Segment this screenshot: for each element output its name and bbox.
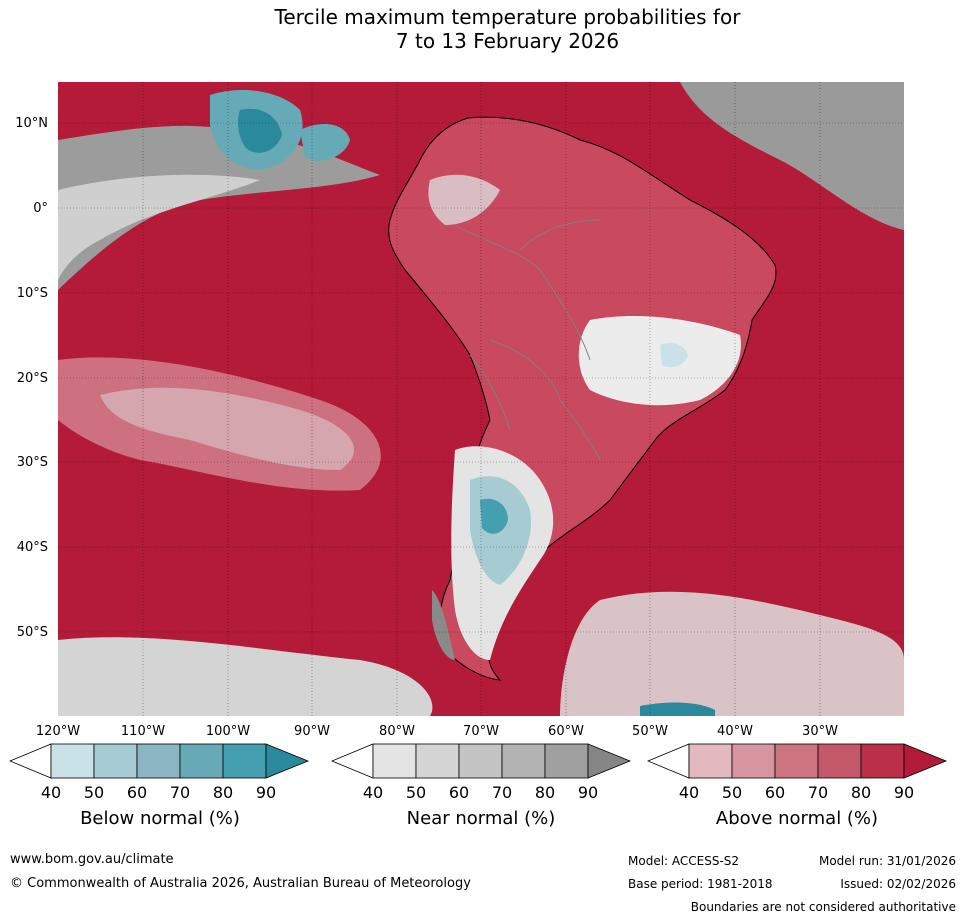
colorbar-tick-label: 70 [491, 783, 513, 802]
colorbar-tick-label: 50 [83, 783, 105, 802]
colorbar-segment [774, 743, 819, 779]
below-normal-region-southern-pacific-edge [640, 702, 715, 716]
colorbar-max-extension [265, 743, 310, 779]
near-normal-colorbar [330, 743, 632, 779]
map-title-line-2: 7 to 13 February 2026 [395, 29, 620, 53]
lat-label-20s: 20°S [16, 371, 48, 386]
model-run-label: Model run: 31/01/2026 [818, 854, 956, 868]
colorbar-segment [222, 743, 267, 779]
country-boundaries [454, 219, 601, 461]
lon-label-50w: 50°W [632, 724, 668, 739]
lat-label-40s: 40°S [16, 540, 48, 555]
probability-map [58, 82, 904, 716]
below-normal-colorbar [8, 743, 310, 779]
land-near-normal-region-chile-south [432, 590, 455, 660]
colorbar-tick-label: 90 [893, 783, 915, 802]
land-near-normal-region-brazil [578, 315, 741, 406]
colorbar-segment [544, 743, 589, 779]
colorbar-tick-label: 70 [807, 783, 829, 802]
colorbar-min-extension [330, 743, 374, 779]
colorbar-tick-label: 60 [448, 783, 470, 802]
lon-label-120w: 120°W [35, 724, 81, 739]
lat-label-10s: 10°S [16, 286, 48, 301]
map-title-line-1: Tercile maximum temperature probabilitie… [274, 5, 741, 29]
land-below-normal-region-patagonia-core [480, 498, 508, 534]
issued-label: Issued: 02/02/2026 [840, 877, 956, 891]
colorbar-tick-label: 40 [40, 783, 62, 802]
colorbar-segment [93, 743, 138, 779]
land-near-normal-region-northern [428, 174, 500, 225]
near-normal-region-eastern-pacific [58, 125, 380, 290]
colorbar-segment [860, 743, 905, 779]
lon-label-40w: 40°W [717, 724, 753, 739]
colorbar-max-extension [903, 743, 948, 779]
lon-label-70w: 70°W [463, 724, 499, 739]
near-normal-region-north-atlantic [680, 82, 904, 230]
colorbar-segment [372, 743, 417, 779]
below-normal-legend-title: Below normal (%) [80, 808, 240, 829]
colorbar-tick-label: 90 [255, 783, 277, 802]
near-normal-region-south-pacific [58, 637, 433, 716]
colorbar-tick-label: 90 [577, 783, 599, 802]
colorbar-tick-label: 80 [534, 783, 556, 802]
land-below-normal-region-brazil [660, 343, 688, 368]
colorbar-min-extension [646, 743, 690, 779]
colorbar-segment [415, 743, 460, 779]
lon-label-30w: 30°W [802, 724, 838, 739]
lon-label-60w: 60°W [548, 724, 584, 739]
lon-label-90w: 90°W [294, 724, 330, 739]
copyright-notice: © Commonwealth of Australia 2026, Austra… [10, 876, 471, 891]
lon-label-80w: 80°W [379, 724, 415, 739]
colorbar-tick-label: 70 [169, 783, 191, 802]
colorbar-tick-label: 80 [850, 783, 872, 802]
colorbar-segment [458, 743, 503, 779]
colorbar-segment [136, 743, 181, 779]
near-normal-region-south-atlantic [560, 591, 904, 716]
lat-label-0: 0° [33, 201, 48, 216]
colorbar-tick-label: 50 [405, 783, 427, 802]
colorbar-segment [731, 743, 776, 779]
colorbar-segment [817, 743, 862, 779]
colorbar-min-extension [8, 743, 52, 779]
colorbar-segment [688, 743, 733, 779]
colorbar-segment [501, 743, 546, 779]
near-normal-region-grey-light [58, 174, 260, 280]
lat-label-30s: 30°S [16, 455, 48, 470]
colorbar-tick-label: 80 [212, 783, 234, 802]
below-normal-region-caribbean [300, 124, 350, 161]
colorbar-tick-label: 60 [764, 783, 786, 802]
base-period-label: Base period: 1981-2018 [628, 877, 773, 891]
below-normal-region-central-america-core [238, 108, 282, 153]
website-link[interactable]: www.bom.gov.au/climate [10, 852, 174, 867]
lon-label-110w: 110°W [120, 724, 166, 739]
near-normal-legend-title: Near normal (%) [406, 808, 556, 829]
lat-label-50s: 50°S [16, 625, 48, 640]
near-normal-region-pacific-pink [58, 357, 381, 491]
graticule [58, 82, 904, 716]
colorbar-tick-label: 60 [126, 783, 148, 802]
colorbar-max-extension [587, 743, 632, 779]
colorbar-segment [179, 743, 224, 779]
lon-label-100w: 100°W [205, 724, 251, 739]
model-label: Model: ACCESS-S2 [628, 854, 740, 868]
colorbar-tick-label: 50 [721, 783, 743, 802]
colorbar-tick-label: 40 [362, 783, 384, 802]
above-normal-colorbar [646, 743, 948, 779]
above-normal-legend-title: Above normal (%) [715, 808, 879, 829]
colorbar-tick-label: 40 [678, 783, 700, 802]
lat-label-10n: 10°N [15, 116, 48, 131]
colorbar-segment [50, 743, 95, 779]
boundaries-disclaimer: Boundaries are not considered authoritat… [690, 900, 956, 914]
